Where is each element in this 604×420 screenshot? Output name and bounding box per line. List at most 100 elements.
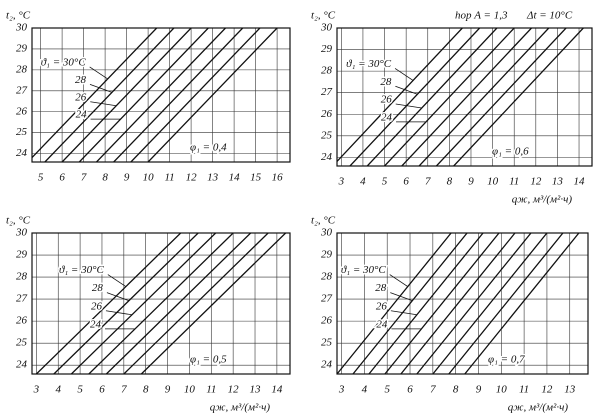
nomogram-line: [418, 28, 550, 166]
x-tick-label: 3: [338, 176, 345, 188]
y-tick-label: 25: [16, 337, 28, 349]
line-label: 24: [76, 109, 88, 121]
nomogram-line: [140, 233, 287, 374]
nomogram-line: [400, 233, 516, 374]
phi-note: φ₁ = 0,6: [492, 146, 529, 158]
nomogram-line: [368, 233, 484, 374]
x-tick-label: 9: [468, 176, 474, 188]
y-tick-label: 24: [16, 147, 28, 159]
y-tick-label: 30: [15, 227, 28, 239]
nomogram-line: [432, 233, 548, 374]
x-tick-label: 13: [250, 384, 262, 396]
x-tick-label: 15: [250, 172, 262, 184]
x-tick-label: 10: [184, 384, 196, 396]
x-tick-label: 14: [574, 176, 586, 188]
y-tick-label: 27: [16, 84, 28, 96]
x-tick-label: 3: [338, 384, 345, 396]
y-tick-label: 26: [16, 315, 28, 327]
label-leader: [394, 68, 414, 81]
x-tick-label: 14: [271, 384, 283, 396]
x-tick-label: 10: [487, 176, 499, 188]
x-tick-label: 13: [552, 176, 564, 188]
nomogram-line: [96, 28, 226, 162]
label-leader: [89, 66, 108, 80]
panel: t₂, °C qж, м³/(м²·ч) 3 4 5 6 7 8 9 10 11 12 13 14 24 25…: [311, 10, 593, 206]
label-leader: [389, 274, 408, 287]
nomogram-line: [130, 28, 261, 162]
y-axis-label: t₂, °C: [6, 10, 31, 22]
x-tick-label: 10: [143, 172, 155, 184]
y-axis-label: t₂, °C: [311, 215, 336, 227]
line-label: 28: [375, 282, 387, 294]
x-tick-label: 8: [447, 176, 453, 188]
label-leader: [89, 83, 113, 93]
x-tick-label: 13: [564, 384, 576, 396]
plot-frame: [336, 27, 593, 167]
plot-frame: [31, 27, 291, 163]
nomogram-line: [384, 233, 500, 374]
y-tick-label: 30: [320, 22, 333, 34]
y-tick-label: 28: [321, 271, 333, 283]
y-tick-label: 29: [16, 249, 28, 261]
y-tick-label: 28: [16, 63, 28, 75]
label-leader: [390, 292, 413, 302]
y-tick-label: 26: [321, 108, 333, 120]
line-label: 26: [91, 300, 103, 312]
x-tick-label: 12: [530, 176, 542, 188]
nomogram-line: [453, 28, 584, 166]
x-tick-label: 3: [33, 384, 40, 396]
y-tick-label: 24: [321, 359, 333, 371]
line-label: 28: [92, 282, 104, 294]
nomogram-line: [147, 28, 278, 162]
nomogram-line: [416, 233, 532, 374]
nomogram-line: [61, 28, 192, 162]
panel: t₂, °C 5 6 7 8 9 10 11 12 13 14 15 16 24 25 26 27 28 29 30 ϑ…: [6, 10, 291, 184]
line-label: 28: [380, 76, 392, 88]
phi-note: φ₁ = 0,4: [190, 142, 227, 154]
header-annotation: Δt = 10°C: [526, 10, 573, 22]
nomogram-line: [78, 28, 209, 162]
nomogram-line: [337, 28, 463, 163]
x-tick-label: 11: [206, 384, 216, 396]
y-tick-label: 25: [16, 126, 28, 138]
x-tick-label: 12: [228, 384, 240, 396]
y-tick-label: 25: [321, 129, 333, 141]
y-tick-label: 28: [321, 65, 333, 77]
x-tick-label: 4: [360, 176, 366, 188]
label-leader: [105, 310, 133, 316]
x-tick-label: 5: [38, 172, 44, 184]
nomogram-line: [88, 233, 234, 374]
nomogram-line: [464, 233, 580, 374]
x-tick-label: 5: [384, 384, 390, 396]
line-label: 24: [376, 318, 388, 330]
x-tick-label: 10: [496, 384, 508, 396]
x-tick-label: 6: [99, 384, 105, 396]
label-leader: [107, 274, 127, 287]
x-tick-label: 5: [77, 384, 83, 396]
nomogram-line: [352, 233, 468, 374]
x-tick-label: 13: [207, 172, 219, 184]
y-tick-label: 27: [16, 293, 28, 305]
nomogram-line: [435, 28, 567, 166]
y-tick-label: 29: [321, 43, 333, 55]
x-axis-label: qж, м³/(м²·ч): [210, 402, 271, 414]
x-tick-label: 14: [229, 172, 241, 184]
label-leader: [395, 85, 418, 95]
nomogram-line: [448, 233, 564, 374]
line-label: ϑ₁ = 30°C: [41, 56, 87, 68]
nomogram-line: [123, 233, 269, 374]
line-label: 28: [75, 74, 87, 86]
nomogram-line: [70, 233, 217, 374]
x-tick-label: 9: [476, 384, 482, 396]
y-tick-label: 29: [321, 249, 333, 261]
x-tick-label: 11: [519, 384, 529, 396]
x-tick-label: 4: [362, 384, 368, 396]
y-tick-label: 30: [320, 227, 333, 239]
nomogram-line: [384, 28, 515, 166]
nomogram-line: [401, 28, 532, 166]
nomogram-line: [105, 233, 252, 374]
y-tick-label: 24: [16, 359, 28, 371]
x-tick-label: 12: [541, 384, 553, 396]
x-tick-label: 5: [382, 176, 388, 188]
